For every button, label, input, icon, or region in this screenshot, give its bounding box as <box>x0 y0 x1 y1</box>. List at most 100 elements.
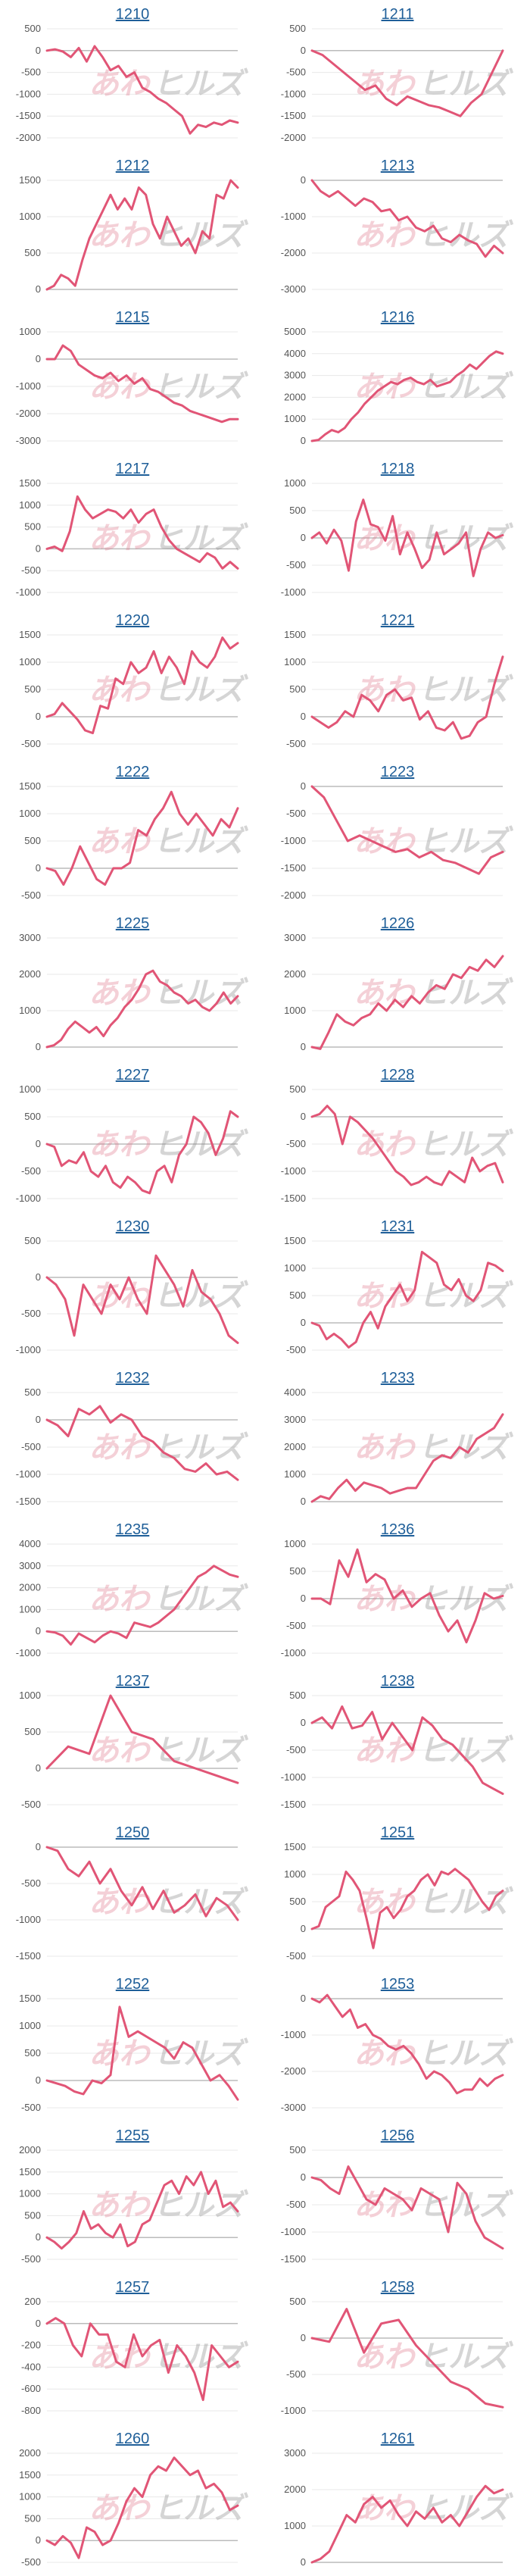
chart-title-link[interactable]: 1211 <box>381 6 414 23</box>
y-tick-label: 0 <box>36 353 41 364</box>
series-line-1212 <box>45 179 239 291</box>
watermark-part2: ヒルズ <box>418 977 514 1010</box>
watermark-part1: あわ <box>354 1734 416 1768</box>
chart-panel-1222: 1500 1000 500 0 -500 あわ ヒルズ 1222 <box>0 758 265 909</box>
y-tick-label: 1000 <box>19 808 41 819</box>
y-tick-label: 1000 <box>284 413 306 424</box>
y-tick-label: 500 <box>24 521 41 533</box>
y-tick-label: 1500 <box>19 477 41 489</box>
y-tick-label: -1500 <box>281 862 306 874</box>
series-line-1218 <box>310 499 504 577</box>
chart-title-link[interactable]: 1221 <box>380 612 415 629</box>
chart-title-link[interactable]: 1257 <box>115 2279 150 2296</box>
y-tick-label: 3000 <box>19 932 41 943</box>
chart-panel-1225: 3000 2000 1000 0 あわ ヒルズ 1225 <box>0 909 265 1061</box>
y-tick-label: 500 <box>289 2144 306 2156</box>
watermark-part1: あわ <box>354 825 416 858</box>
y-tick-label: 0 <box>301 1111 306 1122</box>
chart-1232: 500 0 -500 -1000 -1500 あわ ヒルズ <box>16 1386 249 1507</box>
series-line-1211 <box>310 49 504 117</box>
chart-panel-1228: 500 0 -500 -1000 -1500 あわ ヒルズ 1228 <box>265 1061 530 1212</box>
chart-1210: 500 0 -500 -1000 -1500 -2000 あわ ヒルズ <box>16 23 249 143</box>
chart-title-link[interactable]: 1261 <box>380 2431 415 2447</box>
series-line-1251 <box>310 1868 504 1949</box>
chart-title-link[interactable]: 1228 <box>380 1067 415 1083</box>
chart-title-link[interactable]: 1250 <box>115 1824 150 1841</box>
chart-title-link[interactable]: 1256 <box>380 2127 415 2144</box>
y-tick-label: -1000 <box>281 1647 306 1658</box>
series-line-1210 <box>45 45 239 135</box>
chart-title-link[interactable]: 1215 <box>115 309 150 326</box>
watermark-part2: ヒルズ <box>418 67 514 101</box>
chart-panel-1223: 0 -500 -1000 -1500 -2000 あわ ヒルズ 1223 <box>265 758 530 909</box>
chart-title-link[interactable]: 1252 <box>115 1976 150 1993</box>
chart-title-link[interactable]: 1222 <box>115 764 150 780</box>
series-line-1252 <box>45 2005 239 2101</box>
watermark-part2: ヒルズ <box>153 1128 249 1161</box>
series-line-1235 <box>45 1565 239 1646</box>
chart-title-link[interactable]: 1213 <box>380 158 415 174</box>
chart-title-link[interactable]: 1255 <box>115 2127 150 2144</box>
watermark-part1: あわ <box>89 2340 151 2374</box>
chart-title-link[interactable]: 1233 <box>380 1370 415 1386</box>
chart-title-link[interactable]: 1260 <box>115 2431 150 2447</box>
chart-title-link[interactable]: 1210 <box>115 6 150 23</box>
y-tick-label: 1500 <box>284 1235 306 1246</box>
chart-title-link[interactable]: 1238 <box>380 1673 415 1690</box>
chart-1226: 3000 2000 1000 0 あわ ヒルズ <box>284 932 514 1052</box>
y-tick-label: 0 <box>301 780 306 792</box>
y-tick-label: 4000 <box>284 1386 306 1398</box>
y-tick-label: 500 <box>289 23 306 34</box>
chart-title-link[interactable]: 1253 <box>380 1976 415 1993</box>
y-tick-label: -1500 <box>281 1799 306 1810</box>
chart-title-link[interactable]: 1230 <box>115 1218 150 1235</box>
y-tick-label: -500 <box>21 1877 41 1889</box>
series-line-1217 <box>45 495 239 570</box>
chart-title-link[interactable]: 1251 <box>380 1824 415 1841</box>
series-line-1256 <box>310 2165 504 2250</box>
y-tick-label: -1000 <box>281 835 306 846</box>
series-line-1223 <box>310 785 504 875</box>
chart-title-link[interactable]: 1218 <box>380 461 415 477</box>
y-tick-label: 500 <box>24 835 41 846</box>
y-tick-label: -500 <box>286 1138 306 1149</box>
chart-title-link[interactable]: 1220 <box>115 612 150 629</box>
chart-title-link[interactable]: 1223 <box>380 764 415 780</box>
watermark-part1: あわ <box>354 2340 416 2374</box>
y-tick-label: 500 <box>24 1726 41 1737</box>
y-tick-label: 500 <box>24 23 41 34</box>
chart-panel-1218: 1000 500 0 -500 -1000 あわ ヒルズ 1218 <box>265 455 530 606</box>
y-tick-label: 0 <box>36 2318 41 2329</box>
chart-title-link[interactable]: 1258 <box>380 2279 415 2296</box>
y-tick-label: -1000 <box>281 211 306 222</box>
chart-title-link[interactable]: 1216 <box>380 309 415 326</box>
series-line-1216 <box>310 350 504 442</box>
chart-title-link[interactable]: 1236 <box>380 1521 415 1538</box>
y-tick-label: -1000 <box>281 1165 306 1177</box>
y-tick-label: 500 <box>289 1896 306 1907</box>
chart-title-link[interactable]: 1217 <box>115 461 150 477</box>
y-tick-label: -1000 <box>16 1193 41 1204</box>
chart-panel-1217: 1500 1000 500 0 -500 -1000 あわ ヒルズ 1217 <box>0 455 265 606</box>
chart-panel-1211: 500 0 -500 -1000 -1500 -2000 あわ ヒルズ 1211 <box>265 0 530 152</box>
series-line-1213 <box>310 179 504 258</box>
chart-title-link[interactable]: 1232 <box>115 1370 150 1386</box>
chart-panel-1251: 1500 1000 500 0 -500 あわ ヒルズ 1251 <box>265 1818 530 1970</box>
y-tick-label: 1000 <box>19 211 41 222</box>
y-tick-label: -600 <box>21 2383 41 2394</box>
chart-title-link[interactable]: 1237 <box>115 1673 150 1690</box>
y-tick-label: -500 <box>286 2368 306 2380</box>
chart-title-link[interactable]: 1226 <box>380 915 415 932</box>
chart-title-link[interactable]: 1231 <box>380 1218 415 1235</box>
series-line-1253 <box>310 1993 504 2095</box>
chart-title-link[interactable]: 1227 <box>115 1067 150 1083</box>
y-tick-label: 0 <box>301 435 306 446</box>
y-tick-label: -2000 <box>16 132 41 143</box>
chart-title-link[interactable]: 1225 <box>115 915 150 932</box>
chart-title-link[interactable]: 1235 <box>115 1521 150 1538</box>
watermark-part1: あわ <box>89 2037 151 2071</box>
chart-title-link[interactable]: 1212 <box>115 158 150 174</box>
